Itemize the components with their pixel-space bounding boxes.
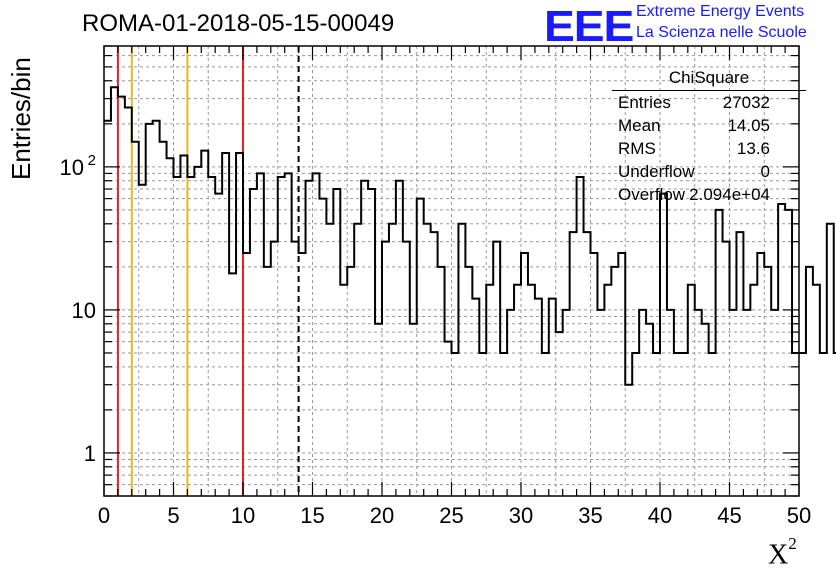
stats-divider bbox=[612, 90, 806, 91]
stats-value: 13.6 bbox=[736, 139, 770, 158]
stats-key: Entries bbox=[618, 93, 671, 112]
x-tick-label: 0 bbox=[98, 503, 110, 528]
x-tick-label: 10 bbox=[231, 503, 255, 528]
x-tick-label: 50 bbox=[787, 503, 811, 528]
x-tick-label: 25 bbox=[439, 503, 463, 528]
stats-box: ChiSquare Entries 27032 Mean 14.05 RMS 1… bbox=[612, 66, 806, 216]
x-tick-label: 15 bbox=[300, 503, 324, 528]
stats-key: Overflow bbox=[618, 185, 686, 204]
chart-title: ROMA-01-2018-05-15-00049 bbox=[82, 10, 395, 37]
x-tick-label: 35 bbox=[578, 503, 602, 528]
y-tick-exponent: 2 bbox=[88, 152, 96, 169]
logo-line-2: La Scienza nelle Scuole bbox=[636, 24, 807, 41]
logo-line-1: Extreme Energy Events bbox=[636, 3, 805, 20]
y-tick-label: 10 bbox=[60, 155, 84, 180]
y-tick-label: 10 bbox=[72, 298, 96, 323]
stats-value: 0 bbox=[760, 162, 770, 181]
stats-value: 2.094e+04 bbox=[689, 185, 770, 204]
x-tick-label: 20 bbox=[370, 503, 394, 528]
eee-logo: EEE bbox=[544, 2, 634, 51]
stats-title: ChiSquare bbox=[668, 68, 750, 87]
histogram-series bbox=[104, 86, 836, 386]
stats-row-mean: Mean 14.05 bbox=[618, 116, 770, 138]
x-axis-label: X2 bbox=[768, 534, 797, 571]
x-axis-label-sup: 2 bbox=[788, 534, 797, 553]
x-tick-label: 45 bbox=[717, 503, 741, 528]
y-tick-label: 1 bbox=[84, 441, 96, 466]
stats-key: Underflow bbox=[618, 162, 695, 181]
stats-value: 14.05 bbox=[727, 116, 770, 135]
stats-row-underflow: Underflow 0 bbox=[618, 162, 770, 184]
stats-row-rms: RMS 13.6 bbox=[618, 139, 770, 161]
stats-row-overflow: Overflow 2.094e+04 bbox=[618, 185, 770, 207]
stats-row-entries: Entries 27032 bbox=[618, 93, 770, 115]
x-tick-label: 30 bbox=[509, 503, 533, 528]
x-axis-label-base: X bbox=[768, 539, 789, 571]
stats-key: Mean bbox=[618, 116, 661, 135]
stats-key: RMS bbox=[618, 139, 656, 158]
stats-value: 27032 bbox=[722, 93, 770, 112]
x-tick-label: 40 bbox=[648, 503, 672, 528]
x-tick-label: 5 bbox=[167, 503, 179, 528]
